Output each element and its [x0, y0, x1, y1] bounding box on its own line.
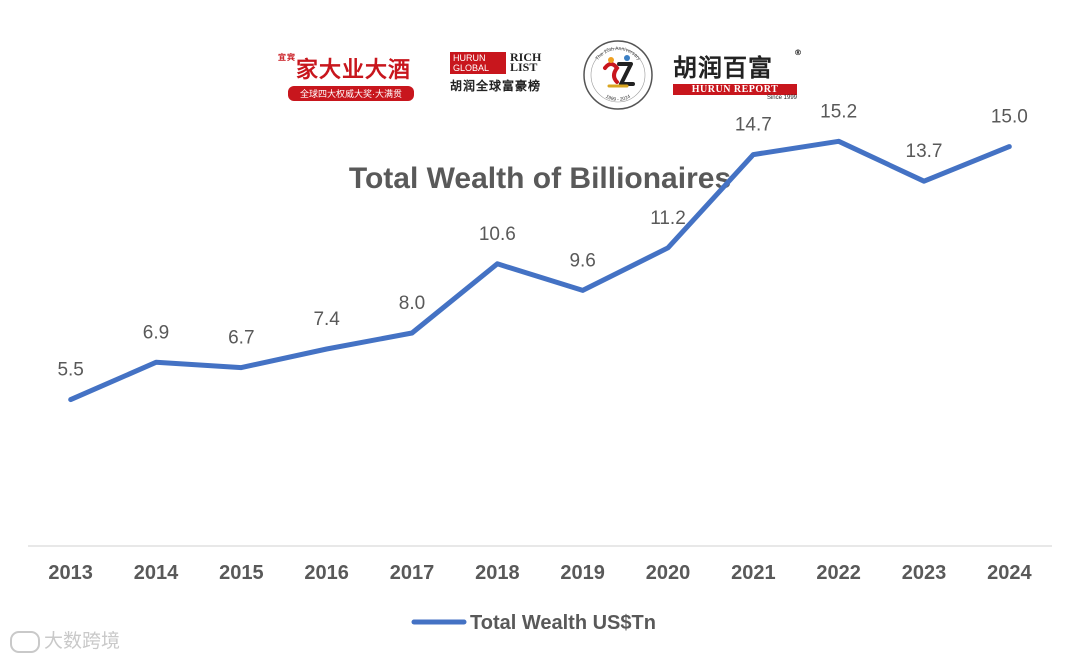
- watermark-logo-icon: [10, 630, 40, 653]
- watermark: 大数跨境: [10, 626, 120, 653]
- x-tick-label: 2023: [902, 562, 947, 584]
- hurun-list-rich: RICH: [510, 50, 542, 64]
- x-tick-label: 2015: [219, 562, 264, 584]
- data-label: 8.0: [399, 293, 425, 314]
- jiada-small-text: 宜宾: [278, 52, 296, 62]
- data-point: [666, 246, 670, 250]
- anniversary-years: 1999 - 2024: [604, 94, 631, 103]
- x-tick-label: 2017: [390, 562, 435, 584]
- data-label: 10.6: [479, 224, 516, 245]
- hurun-report-since: Since 1999: [766, 95, 797, 101]
- legend: Total Wealth US$Tn: [411, 612, 656, 634]
- hurun-report-en: HURUN REPORT: [673, 84, 797, 95]
- x-tick-label: 2022: [816, 562, 861, 584]
- data-point: [239, 366, 243, 370]
- data-label: 9.6: [569, 250, 595, 271]
- jiada-wine-logo: 宜宾家大业大酒 全球四大权威大奖·大满贯: [278, 52, 420, 101]
- chart-title: Total Wealth of Billionaires: [349, 162, 731, 195]
- hurun-report-reg: ®: [794, 48, 803, 57]
- hurun-list-cn: 胡润全球富豪榜: [450, 79, 542, 93]
- logo-bar: 宜宾家大业大酒 全球四大权威大奖·大满贯 HURUN GLOBAL RICH LIS…: [0, 38, 1080, 110]
- hurun-list-line1: HURUN: [453, 53, 486, 63]
- data-label: 6.7: [228, 328, 254, 349]
- data-label: 15.0: [991, 107, 1028, 128]
- data-point: [410, 331, 414, 335]
- data-point: [751, 153, 755, 157]
- x-tick-label: 2013: [48, 562, 93, 584]
- x-tick-label: 2018: [475, 562, 520, 584]
- svg-text:1999 - 2024: 1999 - 2024: [604, 94, 631, 103]
- x-tick-label: 2014: [134, 562, 179, 584]
- anniversary-seal-logo: The 25th Anniversary 1999 - 2024: [581, 38, 655, 112]
- x-tick-label: 2021: [731, 562, 776, 584]
- data-label: 13.7: [906, 141, 943, 162]
- x-tick-label: 2024: [987, 562, 1032, 584]
- watermark-text: 大数跨境: [44, 630, 121, 652]
- jiada-tagline: 全球四大权威大奖·大满贯: [288, 86, 414, 101]
- hurun-report-logo: 胡润百富 ® HURUN REPORT Since 1999: [673, 48, 809, 101]
- data-point: [69, 398, 73, 402]
- data-point: [325, 347, 329, 351]
- data-label: 15.2: [820, 101, 857, 122]
- hurun-global-rich-list-logo: HURUN GLOBAL RICH LIST 胡润全球富豪榜: [450, 50, 556, 98]
- legend-label: Total Wealth US$Tn: [470, 612, 656, 634]
- data-point: [922, 179, 926, 183]
- data-point: [154, 360, 158, 364]
- data-point: [581, 288, 585, 292]
- data-point: [495, 262, 499, 266]
- hurun-list-line2: GLOBAL: [453, 63, 490, 73]
- hurun-list-list: LIST: [510, 60, 538, 74]
- hurun-report-cn: 胡润百富: [673, 54, 773, 82]
- data-point: [837, 139, 841, 143]
- series-line: [68, 138, 1012, 403]
- data-label: 7.4: [313, 309, 340, 330]
- data-label: 5.5: [57, 360, 83, 381]
- jiada-brand-text: 家大业大酒: [296, 57, 412, 83]
- data-label: 11.2: [650, 208, 686, 229]
- data-label: 6.9: [143, 322, 169, 343]
- x-tick-label: 2019: [560, 562, 605, 584]
- x-tick-label: 2020: [646, 562, 691, 584]
- x-tick-label: 2016: [304, 562, 349, 584]
- data-label: 14.7: [735, 115, 772, 136]
- data-point: [1007, 145, 1011, 149]
